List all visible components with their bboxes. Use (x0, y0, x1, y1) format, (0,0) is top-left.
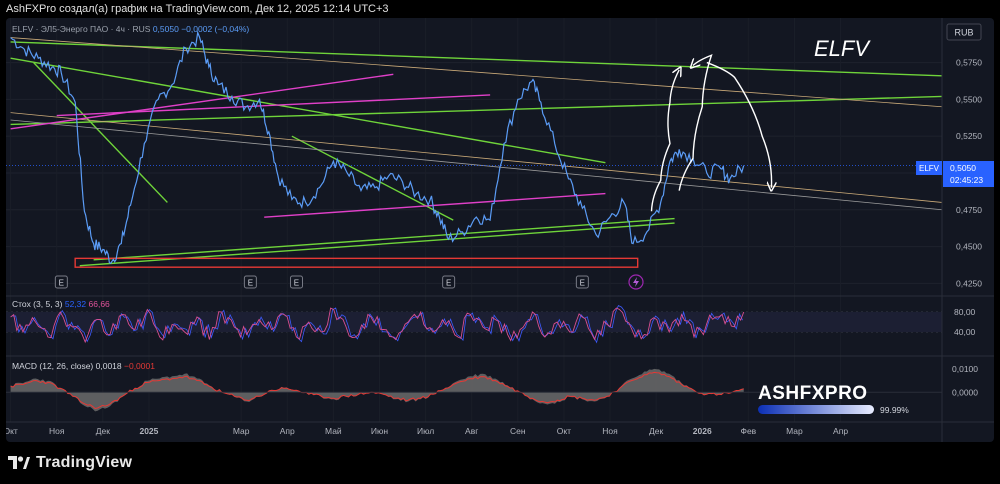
time-tick-label: Ноя (49, 426, 65, 436)
time-tick-label: Ноя (602, 426, 618, 436)
price-tag-symbol: ELFV (919, 164, 940, 173)
trendline-tan[interactable] (10, 112, 943, 203)
price-tick-label: 0,4500 (956, 242, 982, 252)
time-tick-label: 2025 (139, 426, 158, 436)
price-line (10, 30, 745, 265)
trendline-green[interactable] (33, 62, 168, 203)
earnings-marker-label: E (59, 279, 64, 288)
trendline-magenta[interactable] (56, 94, 491, 117)
time-tick-label: Фев (740, 426, 756, 436)
currency-label: RUB (954, 28, 973, 38)
price-tick-label: 0,4250 (956, 278, 982, 288)
projection-arrows[interactable] (650, 54, 772, 212)
price-tag-timer: 02:45:23 (950, 175, 983, 185)
watermark: ASHFXPRO 99.99% (758, 383, 909, 415)
macd-panel (6, 368, 942, 412)
trendline-green[interactable] (10, 57, 606, 164)
tradingview-logo-text: TradingView (36, 454, 133, 471)
projection-arrow[interactable] (650, 70, 680, 212)
time-tick-label: Авг (465, 426, 478, 436)
time-tick-label: Дек (96, 426, 110, 436)
price-tick-label: 0,5500 (956, 94, 982, 104)
time-tick-label: 2026 (693, 426, 712, 436)
watermark-text: ASHFXPRO (758, 383, 868, 404)
macd-tick-label: 0,0000 (952, 387, 978, 397)
watermark-percent: 99.99% (880, 405, 909, 415)
time-tick-label: Апр (280, 426, 295, 436)
earnings-marker[interactable] (54, 275, 68, 289)
trendline-drawings[interactable] (10, 37, 943, 268)
stoch-tick-label: 80,00 (954, 307, 976, 317)
last-price-tag: ELFV 0,5050 02:45:23 (916, 161, 994, 187)
time-tick-label: Июл (417, 426, 434, 436)
time-tick-label: Мар (233, 426, 250, 436)
trendline-green[interactable] (10, 41, 943, 77)
stoch-legend: Стох (3, 5, 3) 52,32 66,66 (12, 299, 110, 309)
stoch-d-line (10, 307, 745, 344)
trendline-green[interactable] (93, 217, 675, 261)
stoch-band (6, 312, 942, 332)
top-caption-bar: AshFXPro создал(а) график на TradingView… (0, 0, 1000, 18)
tradingview-logo: TradingView (8, 454, 132, 472)
price-tag-symbol-bg (916, 161, 942, 175)
earnings-marker-label: E (248, 279, 253, 288)
earnings-marker[interactable] (289, 275, 303, 289)
grid (6, 18, 942, 422)
time-tick-label: Дек (649, 426, 663, 436)
stoch-k-line (12, 304, 743, 344)
price-tick-label: 0,4750 (956, 205, 982, 215)
earnings-marker[interactable] (575, 275, 589, 289)
macd-histogram (10, 368, 744, 412)
price-tick-label: 0,5250 (956, 131, 982, 141)
trendline-magenta[interactable] (264, 192, 606, 218)
earnings-marker-label: E (294, 279, 299, 288)
price-tag-price: 0,5050 (950, 163, 976, 173)
macd-legend: MACD (12, 26, close) 0,0018 −0,0001 (12, 361, 155, 371)
price-series (6, 30, 942, 265)
earnings-marker-label: E (580, 279, 585, 288)
time-tick-label: Май (325, 426, 342, 436)
time-tick-label: Апр (833, 426, 848, 436)
trendline-green[interactable] (79, 222, 675, 267)
price-tag-bg (943, 161, 994, 187)
footer-bar (0, 442, 1000, 484)
price-tick-label: 0,5750 (956, 58, 982, 68)
time-tick-label: Мар (786, 426, 803, 436)
lightning-icon[interactable] (633, 277, 639, 287)
macd-tick-label: 0,0100 (952, 364, 978, 374)
earnings-marker-label: E (446, 279, 451, 288)
stochastic-panel (6, 304, 942, 344)
support-zone-rect[interactable] (74, 257, 639, 268)
trendline-green[interactable] (291, 135, 454, 221)
time-tick-label: Сен (510, 426, 526, 436)
annotation-title: ELFV (814, 36, 871, 61)
trendline-green[interactable] (10, 95, 943, 126)
watermark-progress-fill (758, 405, 874, 414)
projection-arrow[interactable] (706, 61, 772, 188)
time-tick-label: Окт (557, 426, 571, 436)
stoch-tick-label: 40,00 (954, 327, 976, 337)
chart-caption: AshFXPro создал(а) график на TradingView… (6, 3, 389, 15)
projection-arrow[interactable] (678, 54, 713, 191)
macd-signal-line (10, 371, 744, 410)
symbol-info: ELFV · ЭЛ5-Энерго ПАО · 4ч · RUS 0,5050 … (12, 24, 249, 34)
trendline-magenta[interactable] (10, 73, 394, 130)
earnings-marker[interactable] (442, 275, 456, 289)
trendline-tan[interactable] (10, 37, 943, 108)
earnings-marker[interactable] (243, 275, 257, 289)
time-tick-label: Июн (371, 426, 388, 436)
tradingview-logo-icon (8, 456, 30, 469)
trendline-gray[interactable] (10, 119, 943, 211)
time-tick-label: Окт (6, 426, 18, 436)
currency-button[interactable] (946, 23, 982, 41)
